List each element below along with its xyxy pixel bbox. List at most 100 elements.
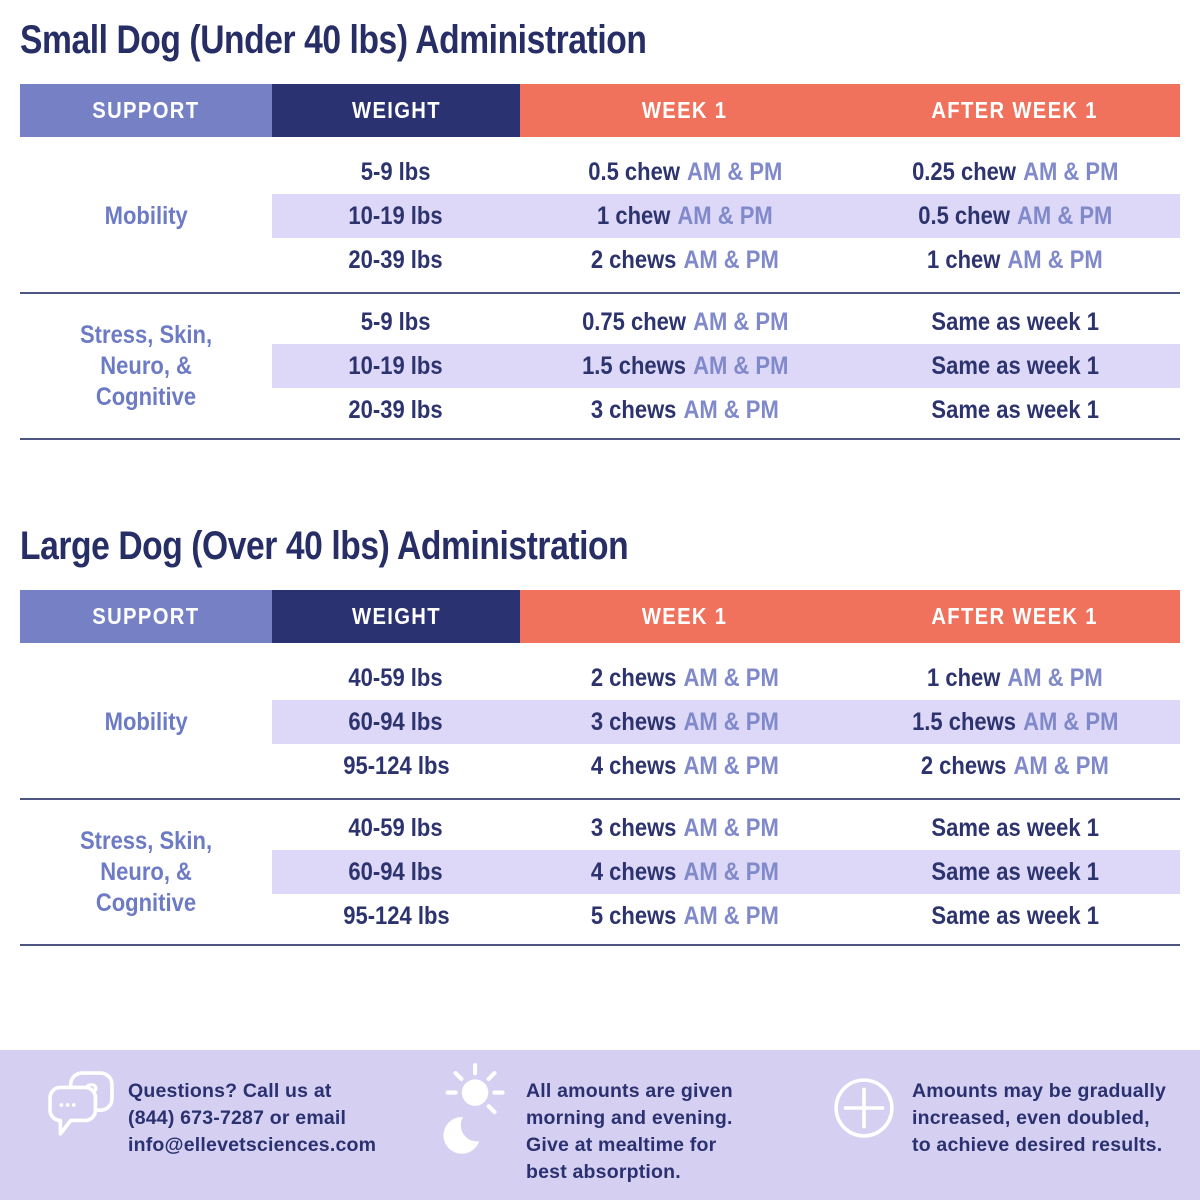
dose-text: 2 chews bbox=[591, 245, 677, 274]
after-week1-cell: Same as week 1 bbox=[850, 388, 1180, 432]
footer-increase-text: Amounts may be gradually increased, even… bbox=[912, 1078, 1166, 1159]
weight-text: 60-94 lbs bbox=[348, 707, 444, 736]
cell-text-wrap: 0.25 chew AM & PM bbox=[912, 158, 1118, 187]
column-header-weight: WEIGHT bbox=[272, 84, 520, 137]
footer-increase-item: Amounts may be gradually increased, even… bbox=[832, 1076, 1166, 1159]
weight-text: 20-39 lbs bbox=[348, 245, 444, 274]
footer-text-line: Questions? Call us at bbox=[128, 1080, 332, 1102]
weight-cell: 5-9 lbs bbox=[272, 300, 520, 344]
footer-text-line: increased, even doubled, bbox=[912, 1107, 1150, 1129]
large-dog-mobility-group: Mobility 40-59 lbs 2 chews AM & PM 1 chew… bbox=[20, 643, 1180, 800]
support-label-line: Neuro, & bbox=[100, 857, 192, 886]
time-text: AM & PM bbox=[683, 901, 779, 930]
cell-text-wrap: Same as week 1 bbox=[931, 814, 1099, 843]
dose-text: 4 chews bbox=[591, 857, 677, 886]
weight-cell: 10-19 lbs bbox=[272, 344, 520, 388]
support-group-label: Mobility bbox=[20, 150, 272, 282]
time-text: AM & PM bbox=[692, 351, 789, 380]
dose-text: 1 chew bbox=[927, 245, 1001, 274]
column-header-weight: WEIGHT bbox=[272, 590, 520, 643]
small-dog-stress-group: Stress, Skin, Neuro, & Cognitive 5-9 lbs… bbox=[20, 294, 1180, 440]
dose-text: Same as week 1 bbox=[931, 901, 1099, 930]
footer-text-line: info@ellevetsciences.com bbox=[128, 1134, 377, 1156]
time-text: AM & PM bbox=[1007, 663, 1103, 692]
weight-cell: 60-94 lbs bbox=[272, 700, 520, 744]
cell-text-wrap: 2 chews AM & PM bbox=[591, 246, 779, 275]
weight-cell: 20-39 lbs bbox=[272, 388, 520, 432]
cell-text-wrap: 0.75 chew AM & PM bbox=[582, 308, 788, 337]
dose-text: 0.25 chew bbox=[911, 157, 1016, 186]
tables-area: Small Dog (Under 40 lbs) Administration … bbox=[20, 18, 1180, 946]
weight-cell: 95-124 lbs bbox=[272, 744, 520, 788]
cell-text-wrap: 3 chews AM & PM bbox=[591, 396, 779, 425]
column-header-weight-label: WEIGHT bbox=[351, 97, 441, 123]
dose-text: Same as week 1 bbox=[931, 351, 1099, 380]
after-week1-cell: Same as week 1 bbox=[850, 850, 1180, 894]
dose-text: 2 chews bbox=[921, 751, 1007, 780]
time-text: AM & PM bbox=[683, 707, 779, 736]
column-header-week1: WEEK 1 bbox=[520, 84, 850, 137]
cell-text-wrap: 5 chews AM & PM bbox=[591, 902, 779, 931]
time-text: AM & PM bbox=[692, 307, 789, 336]
cell-text-wrap: 3 chews AM & PM bbox=[591, 814, 779, 843]
weight-cell: 10-19 lbs bbox=[272, 194, 520, 238]
weight-text: 95-124 lbs bbox=[342, 901, 450, 930]
dose-text: 3 chews bbox=[591, 395, 677, 424]
dose-text: Same as week 1 bbox=[931, 307, 1099, 336]
time-text: AM & PM bbox=[1022, 157, 1119, 186]
support-group-label: Stress, Skin, Neuro, & Cognitive bbox=[20, 300, 272, 432]
support-label-line: Cognitive bbox=[95, 382, 197, 411]
weight-text: 20-39 lbs bbox=[348, 395, 444, 424]
footer-info-bar: ? Questions? Call us at (844) 673-7287 o… bbox=[0, 1050, 1200, 1200]
cell-text-wrap: Same as week 1 bbox=[931, 396, 1099, 425]
column-header-support-label: SUPPORT bbox=[92, 97, 200, 123]
time-text: AM & PM bbox=[1013, 751, 1109, 780]
footer-contact-item: ? Questions? Call us at (844) 673-7287 o… bbox=[48, 1070, 376, 1159]
dose-text: Same as week 1 bbox=[931, 395, 1099, 424]
after-week1-cell: 1 chew AM & PM bbox=[850, 238, 1180, 282]
large-dog-title-text: Large Dog (Over 40 lbs) Administration bbox=[20, 524, 629, 568]
support-group-label: Stress, Skin, Neuro, & Cognitive bbox=[20, 806, 272, 938]
week1-cell: 2 chews AM & PM bbox=[520, 656, 850, 700]
footer-text-line: Amounts may be gradually bbox=[912, 1080, 1167, 1102]
sun-moon-icon bbox=[434, 1062, 510, 1186]
plus-circle-icon bbox=[832, 1076, 896, 1159]
footer-timing-text: All amounts are given morning and evenin… bbox=[526, 1078, 733, 1186]
support-group-label: Mobility bbox=[20, 656, 272, 788]
dose-text: 1 chew bbox=[597, 201, 671, 230]
time-text: AM & PM bbox=[686, 157, 783, 186]
weight-text: 10-19 lbs bbox=[348, 351, 444, 380]
cell-text-wrap: 4 chews AM & PM bbox=[591, 752, 779, 781]
weight-text: 5-9 lbs bbox=[361, 307, 431, 336]
week1-cell: 3 chews AM & PM bbox=[520, 388, 850, 432]
after-week1-cell: Same as week 1 bbox=[850, 894, 1180, 938]
cell-text-wrap: Same as week 1 bbox=[931, 902, 1099, 931]
week1-cell: 5 chews AM & PM bbox=[520, 894, 850, 938]
dose-text: Same as week 1 bbox=[931, 813, 1099, 842]
time-text: AM & PM bbox=[683, 245, 779, 274]
column-header-after-week1-label: AFTER WEEK 1 bbox=[931, 97, 1099, 123]
week1-cell: 4 chews AM & PM bbox=[520, 850, 850, 894]
weight-text: 40-59 lbs bbox=[348, 813, 444, 842]
dose-text: 5 chews bbox=[591, 901, 677, 930]
week1-cell: 4 chews AM & PM bbox=[520, 744, 850, 788]
column-header-week1: WEEK 1 bbox=[520, 590, 850, 643]
dose-text: Same as week 1 bbox=[931, 857, 1099, 886]
cell-text-wrap: Same as week 1 bbox=[931, 308, 1099, 337]
weight-text: 40-59 lbs bbox=[348, 663, 444, 692]
time-text: AM & PM bbox=[683, 663, 779, 692]
after-week1-cell: Same as week 1 bbox=[850, 300, 1180, 344]
week1-cell: 0.5 chew AM & PM bbox=[520, 150, 850, 194]
cell-text-wrap: 1.5 chews AM & PM bbox=[912, 708, 1118, 737]
dose-text: 3 chews bbox=[591, 707, 677, 736]
cell-text-wrap: 0.5 chew AM & PM bbox=[588, 158, 782, 187]
time-text: AM & PM bbox=[683, 857, 779, 886]
column-header-support: SUPPORT bbox=[20, 590, 272, 643]
time-text: AM & PM bbox=[1022, 707, 1119, 736]
time-text: AM & PM bbox=[1016, 201, 1113, 230]
column-header-after-week1: AFTER WEEK 1 bbox=[850, 590, 1180, 643]
cell-text-wrap: 0.5 chew AM & PM bbox=[918, 202, 1112, 231]
week1-cell: 3 chews AM & PM bbox=[520, 700, 850, 744]
dose-text: 1.5 chews bbox=[911, 707, 1016, 736]
support-label-line: Stress, Skin, bbox=[79, 826, 213, 855]
